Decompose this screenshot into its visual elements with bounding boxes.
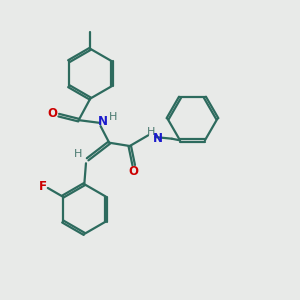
Text: N: N — [153, 132, 163, 145]
Text: F: F — [39, 180, 47, 193]
Text: O: O — [48, 107, 58, 120]
Text: H: H — [146, 127, 155, 137]
Text: H: H — [74, 149, 82, 159]
Text: O: O — [129, 165, 139, 178]
Text: H: H — [109, 112, 117, 122]
Text: N: N — [98, 115, 108, 128]
